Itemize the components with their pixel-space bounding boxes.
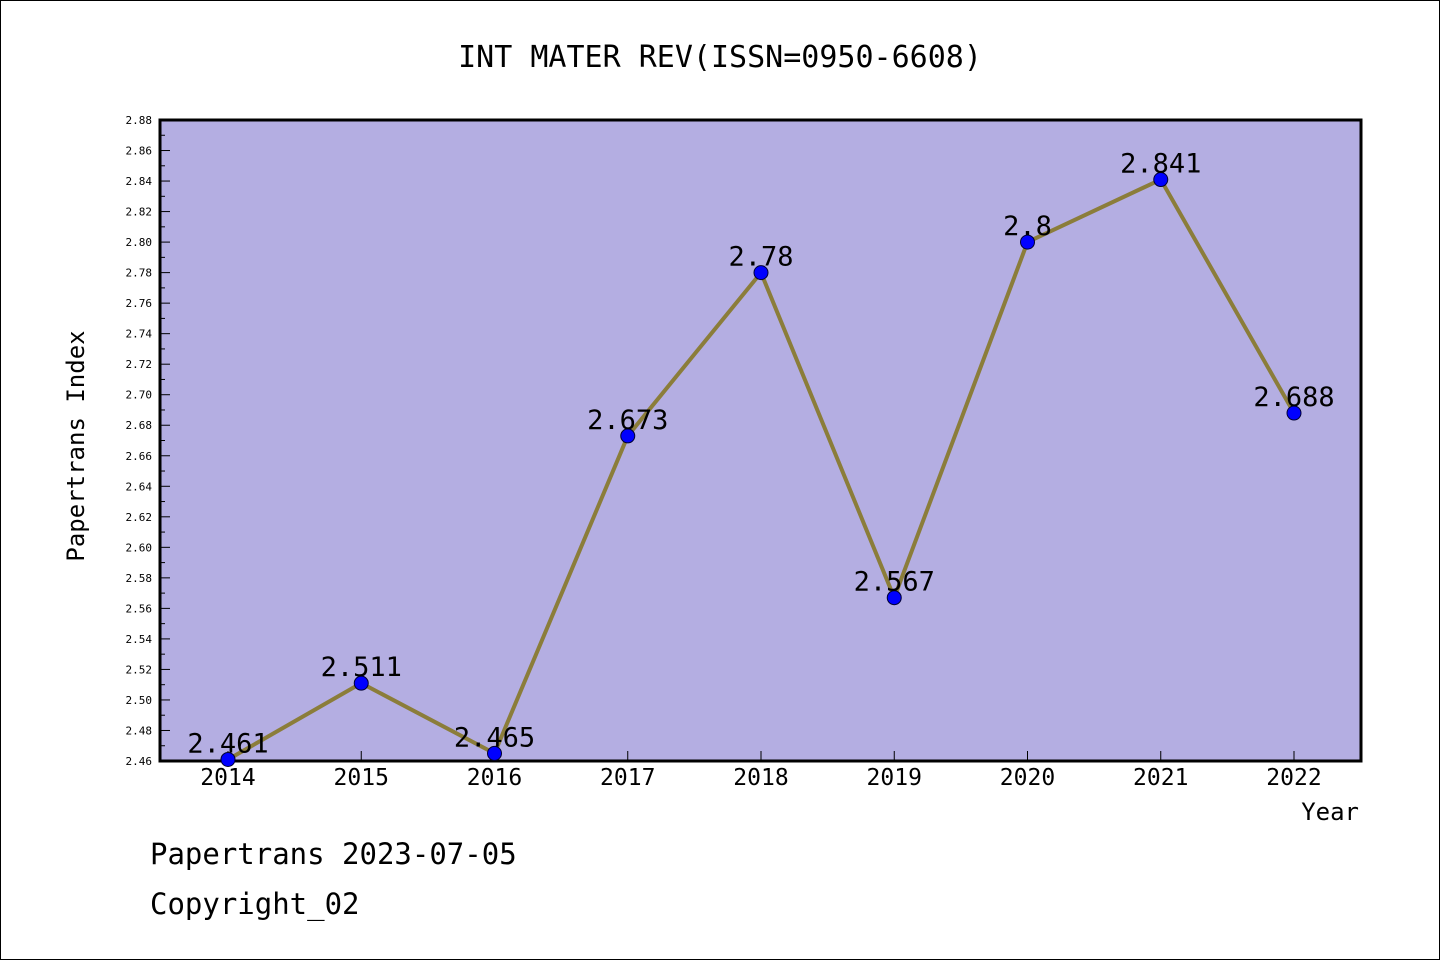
- data-label: 2.673: [587, 405, 668, 436]
- y-tick-label: 2.58: [126, 572, 153, 585]
- plot-area: [158, 118, 1363, 763]
- x-tick-label: 2022: [1266, 765, 1321, 791]
- data-label: 2.8: [1003, 211, 1052, 242]
- data-label: 2.567: [854, 567, 935, 598]
- y-tick-label: 2.84: [126, 175, 153, 188]
- y-tick-label: 2.88: [126, 114, 153, 127]
- data-label: 2.688: [1253, 382, 1334, 413]
- y-tick-label: 2.62: [126, 511, 153, 524]
- y-tick-label: 2.46: [126, 755, 153, 768]
- data-label: 2.841: [1120, 149, 1201, 180]
- y-tick-label: 2.82: [126, 206, 153, 219]
- x-tick-label: 2020: [1000, 765, 1055, 791]
- data-label: 2.511: [321, 652, 402, 683]
- chart-title: INT MATER REV(ISSN=0950-6608): [458, 40, 982, 75]
- y-tick-label: 2.64: [126, 480, 153, 493]
- y-tick-label: 2.70: [126, 389, 153, 402]
- footer-date: Papertrans 2023-07-05: [150, 837, 517, 871]
- y-tick-label: 2.68: [126, 419, 153, 432]
- y-tick-label: 2.48: [126, 724, 153, 737]
- y-axis: 2.46 2.48 2.50 2.52 2.54 2.56 2.58 2.60 2.62 2.64…: [126, 114, 170, 768]
- y-tick-label: 2.74: [126, 328, 153, 341]
- x-tick-label: 2016: [467, 765, 522, 791]
- footer-copyright: Copyright_02: [150, 887, 360, 922]
- data-point: [1153, 172, 1169, 188]
- data-point: [1286, 405, 1302, 421]
- y-axis-title: Papertrans Index: [62, 330, 90, 561]
- data-label: 2.78: [728, 242, 793, 273]
- y-tick-label: 2.52: [126, 663, 153, 676]
- y-tick-label: 2.56: [126, 602, 153, 615]
- x-tick-label: 2015: [334, 765, 389, 791]
- y-tick-label: 2.86: [126, 145, 153, 158]
- x-tick-label: 2021: [1133, 765, 1188, 791]
- x-tick-label: 2019: [867, 765, 922, 791]
- series-line: 2.461 2.511 2.465 2.673 2.78 2.567 2.8 2.841 2.6…: [187, 149, 1335, 767]
- y-tick-label: 2.78: [126, 267, 153, 280]
- data-point: [353, 675, 369, 691]
- x-tick-label: 2018: [733, 765, 788, 791]
- y-tick-label: 2.54: [126, 633, 153, 646]
- data-point: [1020, 234, 1035, 250]
- y-tick-label: 2.76: [126, 297, 153, 310]
- y-tick-label: 2.80: [126, 236, 153, 249]
- data-point: [886, 590, 902, 606]
- y-tick-label: 2.50: [126, 694, 153, 707]
- data-point: [220, 751, 236, 767]
- y-tick-label: 2.66: [126, 450, 153, 463]
- data-label: 2.465: [454, 722, 535, 753]
- data-label: 2.461: [187, 728, 268, 759]
- x-axis: 2014 2015 2016 2017 2018 2019 2020 2021 2022: [200, 751, 1322, 791]
- y-tick-label: 2.60: [126, 541, 153, 554]
- x-tick-label: 2014: [200, 765, 255, 791]
- y-tick-label: 2.72: [126, 358, 153, 371]
- x-axis-title: Year: [1301, 798, 1359, 826]
- data-point: [620, 428, 636, 444]
- data-point: [487, 745, 502, 761]
- x-tick-label: 2017: [600, 765, 655, 791]
- data-point: [753, 265, 769, 281]
